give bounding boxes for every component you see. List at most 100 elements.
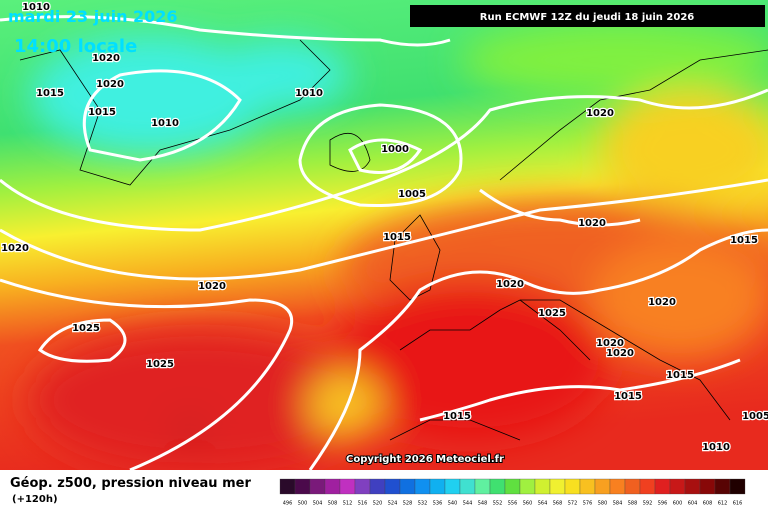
legend-swatch [624,478,641,495]
legend-label: 524 [388,501,398,507]
isobar-label: 1025 [72,323,100,334]
isobar-labels: 1010 1020 1015 1020 1015 1010 1010 1000 1005 1015… [0,1,768,455]
isobar-label: 1020 [578,218,606,229]
isobar-label: 1015 [36,88,64,99]
legend-swatch [609,478,626,495]
isobar-label: 1020 [96,79,124,90]
forecast-time: 14:00 locale [14,36,137,57]
color-legend: 496 500 504 508 512 516 520 524 528 532 536 540 544 5… [279,478,746,507]
legend-swatch [369,478,386,495]
legend-label: 604 [688,501,698,507]
legend-swatch [489,478,506,495]
legend-label: 504 [313,501,323,507]
isobar-label: 1010 [702,442,730,453]
isobar-label: 1020 [92,53,120,64]
legend-label: 576 [583,501,593,507]
legend-swatch [459,478,476,495]
legend-swatch [354,478,371,495]
isobar-label: 1025 [538,308,566,319]
legend-label: 616 [733,501,743,507]
legend-label: 564 [538,501,548,507]
isobar-label: 1020 [198,281,226,292]
legend-label: 568 [553,501,563,507]
coastlines [19,39,768,441]
legend-label: 532 [418,501,428,507]
legend-label: 596 [658,501,668,507]
legend-swatch [324,478,341,495]
isobar-label: 1015 [666,370,694,381]
legend-label: 560 [523,501,533,507]
legend-swatch [474,478,491,495]
legend-label: 612 [718,501,728,507]
legend-label: 572 [568,501,578,507]
legend-swatch [294,478,311,495]
isobar-label: 1015 [88,107,116,118]
legend-swatch [579,478,596,495]
legend-swatch [279,478,296,495]
legend-label: 496 [283,501,293,507]
legend-swatch [339,478,356,495]
legend-swatch [564,478,581,495]
map-title: Géop. z500, pression niveau mer [10,476,251,491]
legend-label: 548 [478,501,488,507]
isobar-label: 1005 [742,411,768,422]
legend-swatch [669,478,686,495]
legend-swatch [699,478,716,495]
legend-swatch [549,478,566,495]
legend-label: 544 [463,501,473,507]
legend-label: 580 [598,501,608,507]
isobar-label: 1025 [146,359,174,370]
legend-swatch [594,478,611,495]
legend-swatch [444,478,461,495]
legend-label: 608 [703,501,713,507]
geopotential-field [30,20,768,470]
isobar-label: 1015 [443,411,471,422]
legend-swatch [714,478,731,495]
isobar-label: 1020 [606,348,634,359]
isobar-label: 1020 [496,279,524,290]
legend-label: 600 [673,501,683,507]
legend-label: 592 [643,501,653,507]
legend-label: 588 [628,501,638,507]
isobars [0,15,768,472]
legend-label: 500 [298,501,308,507]
lead-time: (+120h) [12,494,58,505]
legend-label: 516 [358,501,368,507]
legend-label: 536 [433,501,443,507]
isobar-label: 1010 [22,2,50,13]
legend-swatch [309,478,326,495]
legend-label: 540 [448,501,458,507]
legend-swatch [504,478,521,495]
legend-label: 556 [508,501,518,507]
legend-label: 520 [373,501,383,507]
run-info: Run ECMWF 12Z du jeudi 18 juin 2026 [480,12,695,23]
legend-swatch [519,478,536,495]
legend-swatch [684,478,701,495]
forecast-date: mardi 23 juin 2026 [8,7,178,26]
isobar-label: 1010 [151,118,179,129]
isobar-label: 1015 [614,391,642,402]
legend-label: 584 [613,501,623,507]
legend-label: 512 [343,501,353,507]
legend-swatch [534,478,551,495]
legend-label: 508 [328,501,338,507]
legend-swatch [414,478,431,495]
copyright: Copyright 2026 Meteociel.fr [346,454,504,465]
isobar-label: 1020 [1,243,29,254]
isobar-label: 1010 [295,88,323,99]
legend-label: 552 [493,501,503,507]
isobar-label: 1005 [398,189,426,200]
legend-swatch [429,478,446,495]
legend-label: 528 [403,501,413,507]
legend-swatch [399,478,416,495]
legend-swatch [654,478,671,495]
isobar-label: 1020 [648,297,676,308]
legend-swatch [729,478,746,495]
isobar-label: 1015 [730,235,758,246]
isobar-label: 1020 [596,338,624,349]
isobar-label: 1000 [381,144,409,155]
run-banner [410,5,765,27]
legend-swatch [384,478,401,495]
legend-swatch [639,478,656,495]
